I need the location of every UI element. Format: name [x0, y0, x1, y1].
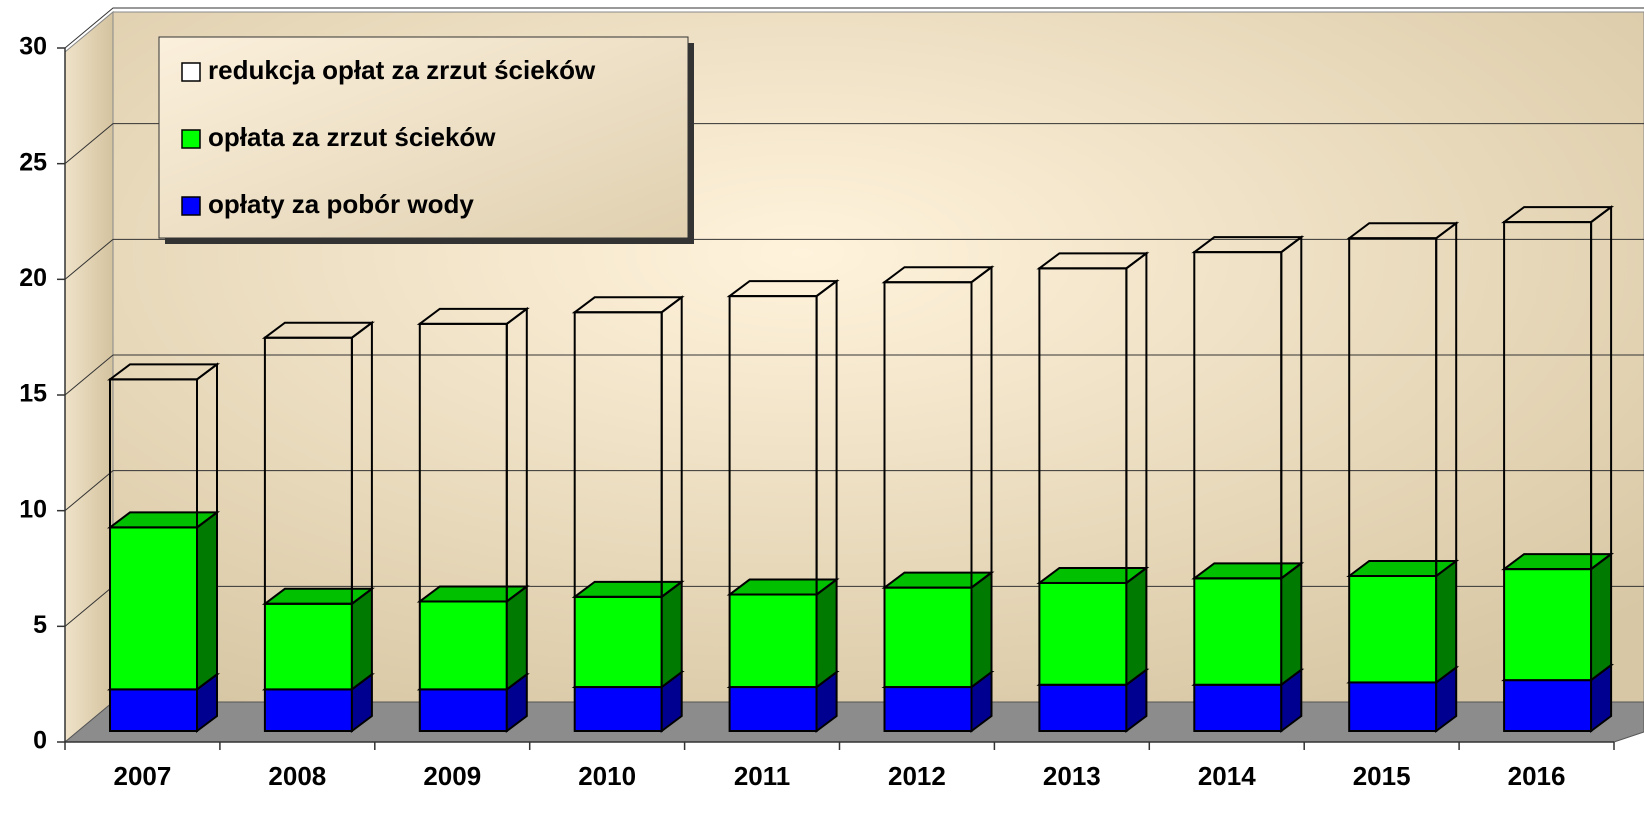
bar-front [883, 586, 973, 689]
bar-side [660, 579, 683, 690]
bar-front [1503, 568, 1593, 682]
legend-label: opłaty za pobór wody [208, 189, 474, 219]
bar-side [1435, 559, 1458, 685]
y-tick-label: 20 [19, 264, 47, 292]
bar-front [109, 526, 198, 691]
x-tick-label: 2014 [1198, 761, 1256, 791]
bar-front [1348, 681, 1438, 732]
bar-front [573, 686, 663, 733]
legend-swatch [181, 62, 201, 82]
x-tick-label: 2007 [114, 761, 172, 791]
legend-swatch [181, 196, 201, 216]
side-wall [64, 10, 114, 744]
grid-line [64, 7, 1644, 49]
bar-front [1038, 683, 1128, 733]
bar-front [883, 686, 973, 733]
bar-front [1193, 577, 1283, 686]
bar-top [1346, 222, 1460, 240]
axes: 0 5 10 15 20 25 30 2007 2008 2009 2010 2011 2012 2013… [19, 33, 1615, 791]
bar-front [1038, 581, 1128, 686]
y-tick-label: 0 [33, 727, 47, 755]
grid-line [64, 123, 1644, 165]
bar-side [505, 584, 528, 692]
bar-front [263, 602, 353, 691]
y-tick-label: 30 [19, 33, 47, 61]
bar-side [350, 586, 373, 692]
bar-side [1125, 565, 1148, 687]
legend: redukcja opłat za zrzut ścieków opłata za… [158, 36, 694, 244]
bar-front [1503, 679, 1593, 733]
bar-top [261, 321, 375, 339]
bar-top [1501, 206, 1615, 224]
bar-front [573, 595, 663, 689]
bar-front [1193, 683, 1283, 733]
bar-side [196, 510, 218, 692]
bar-top [571, 296, 685, 314]
bar-front [418, 600, 508, 691]
x-tick-label: 2009 [423, 761, 481, 791]
x-tick-label: 2015 [1353, 761, 1411, 791]
bar-front [1348, 575, 1438, 684]
grid-line [64, 354, 1644, 396]
bars [107, 205, 1615, 733]
bar-front [728, 686, 818, 733]
bar-top [416, 307, 530, 325]
bar-top [1191, 236, 1305, 254]
bar-front [418, 688, 508, 732]
x-tick-label: 2010 [578, 761, 636, 791]
bar-top [881, 266, 995, 284]
legend-label: opłata za zrzut ścieków [208, 122, 496, 152]
x-tick-label: 2013 [1043, 761, 1101, 791]
y-tick-label: 10 [19, 495, 47, 523]
bar-top [107, 363, 220, 381]
bar-side [815, 577, 838, 690]
grid-line [64, 238, 1644, 280]
x-tick-label: 2016 [1508, 761, 1566, 791]
x-tick-label: 2011 [734, 761, 790, 791]
bar-top [1036, 252, 1150, 270]
y-tick-label: 15 [19, 380, 47, 408]
x-tick-label: 2008 [268, 761, 326, 791]
y-tick-label: 5 [33, 611, 47, 639]
bar-front [728, 593, 818, 689]
grid-line [64, 470, 1644, 512]
bar-side [970, 570, 993, 690]
legend-box [158, 36, 689, 239]
legend-label: redukcja opłat za zrzut ścieków [208, 55, 596, 85]
x-tick-label: 2012 [888, 761, 946, 791]
bar-front [263, 688, 353, 732]
bar-front [109, 688, 198, 732]
bar-side [1590, 552, 1613, 683]
bar-top [726, 280, 840, 298]
y-tick-label: 25 [19, 148, 47, 176]
bar-side [1280, 561, 1303, 687]
legend-swatch [181, 129, 201, 149]
